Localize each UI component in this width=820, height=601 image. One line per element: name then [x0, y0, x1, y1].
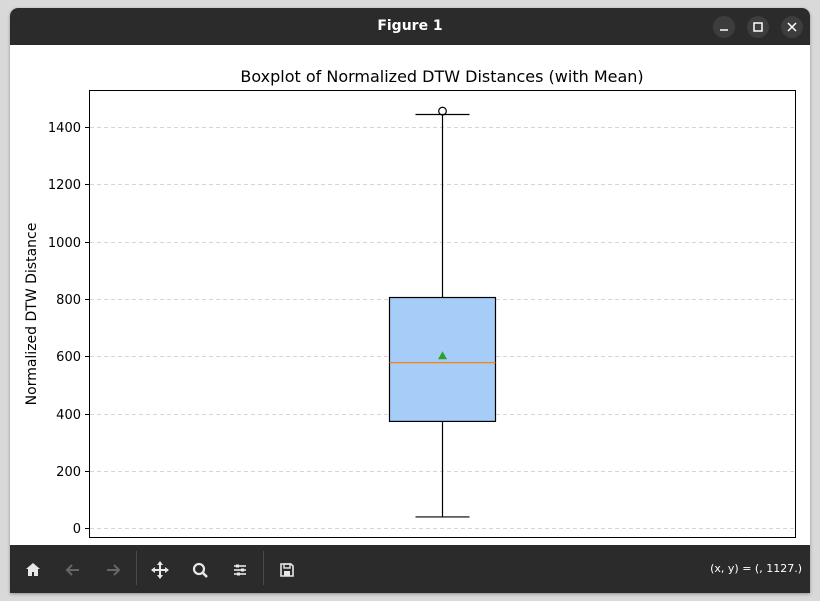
- pan-button[interactable]: [147, 557, 173, 583]
- save-button[interactable]: [274, 557, 300, 583]
- maximize-button[interactable]: [747, 16, 769, 38]
- figure-window: Figure 1 Boxplot of Normalized DTW Dista…: [10, 8, 810, 593]
- save-icon: [280, 563, 294, 577]
- y-tick-label: 600: [56, 350, 81, 365]
- zoom-icon: [192, 562, 208, 578]
- forward-icon: [107, 564, 121, 576]
- outlier-point: [438, 106, 447, 116]
- chart-title: Boxplot of Normalized DTW Distances (wit…: [240, 67, 643, 86]
- minimize-icon: [720, 29, 728, 31]
- box-group: [388, 106, 497, 518]
- close-icon: [787, 22, 797, 32]
- y-tick-label: 200: [56, 465, 81, 480]
- configure-button[interactable]: [227, 557, 253, 583]
- back-icon: [65, 564, 79, 576]
- boxplot-chart: Boxplot of Normalized DTW Distances (wit…: [24, 67, 796, 538]
- window-title: Figure 1: [377, 18, 443, 34]
- axes-frame: [89, 90, 796, 538]
- mean-marker: [438, 351, 447, 360]
- close-button[interactable]: [781, 16, 803, 38]
- y-axis-ticks: 0 200 400 600 800 1000 1200 1400: [48, 121, 90, 537]
- pan-icon: [151, 561, 169, 579]
- y-tick-label: 1400: [48, 121, 81, 136]
- title-bar[interactable]: Figure 1: [10, 8, 810, 45]
- zoom-button[interactable]: [187, 557, 213, 583]
- configure-icon: [234, 564, 246, 576]
- y-tick-label: 1000: [48, 236, 81, 251]
- iqr-box: [388, 296, 497, 423]
- home-icon: [26, 563, 40, 576]
- home-button[interactable]: [20, 557, 46, 583]
- y-tick-label: 0: [73, 522, 81, 537]
- cursor-coordinates: (x, y) = (, 1127.): [710, 562, 802, 575]
- back-button[interactable]: [60, 557, 86, 583]
- y-tick-label: 400: [56, 408, 81, 423]
- navigation-toolbar: (x, y) = (, 1127.): [10, 545, 810, 593]
- maximize-icon: [753, 22, 763, 32]
- minimize-button[interactable]: [713, 16, 735, 38]
- plot-canvas[interactable]: Boxplot of Normalized DTW Distances (wit…: [10, 45, 810, 545]
- y-axis-label: Normalized DTW Distance: [24, 223, 40, 406]
- y-tick-label: 800: [56, 293, 81, 308]
- y-tick-label: 1200: [48, 178, 81, 193]
- forward-button[interactable]: [100, 557, 126, 583]
- toolbar-separator: [263, 551, 264, 585]
- toolbar-separator: [136, 551, 137, 585]
